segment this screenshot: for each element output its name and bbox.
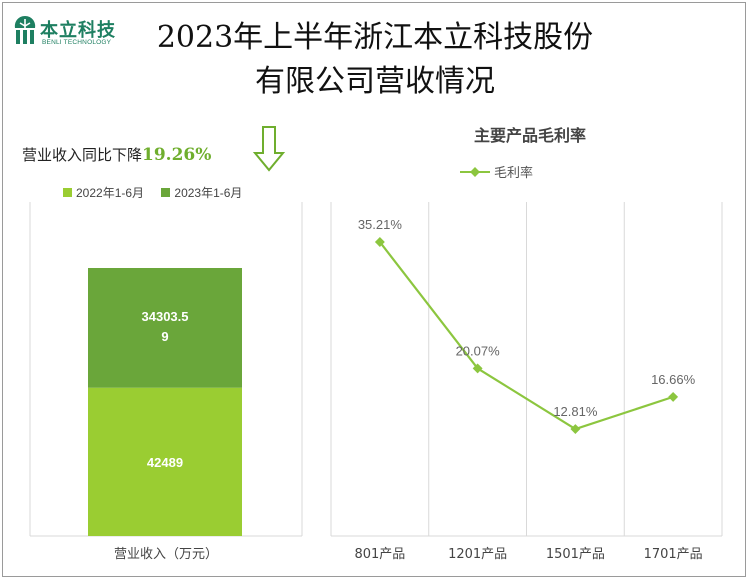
line-tick-label-2: 1501产品 [546, 547, 605, 562]
margin-point-0 [374, 237, 385, 247]
bar-segment-2022 [88, 387, 242, 536]
margin-label-1: 20.07% [456, 343, 501, 358]
bar-segment-2023 [88, 268, 242, 388]
margin-label-2: 12.81% [553, 404, 598, 419]
line-tick-label-0: 801产品 [354, 547, 405, 562]
logo-name: 本立科技 [40, 20, 116, 41]
main-title-line1: 2023年上半年浙江本立科技股份 [156, 20, 594, 55]
decline-percent: 19.26% [142, 145, 212, 165]
line-tick-label-1: 1201产品 [448, 547, 507, 562]
bar-label-2023-line1: 34303.5 [142, 309, 189, 324]
margin-point-2 [570, 424, 581, 434]
logo-subtitle: BENLI TECHNOLOGY [42, 39, 112, 46]
legend-swatch-2023 [161, 188, 171, 197]
company-logo: 本立科技 BENLI TECHNOLOGY [12, 12, 115, 52]
legend-swatch-2022 [63, 188, 72, 197]
line-legend-label: 毛利率 [494, 166, 534, 181]
revenue-decline-note: 营业收入同比下降19.26% [22, 144, 211, 165]
margin-point-1 [472, 363, 483, 374]
line-legend: 毛利率 [460, 162, 533, 181]
decline-text: 营业收入同比下降 [22, 146, 143, 164]
margin-series-line [379, 241, 674, 431]
bar-label-2022: 42489 [147, 455, 183, 470]
main-title: 2023年上半年浙江本立科技股份 有限公司营收情况 [95, 16, 655, 104]
legend-item-2022: 2022年1-6月 [63, 184, 144, 201]
logo-tree-icon [14, 16, 36, 44]
bar-category-label: 营业收入（万元） [114, 547, 218, 562]
legend-label-2023: 2023年1-6月 [174, 186, 243, 200]
margin-label-3: 16.66% [651, 372, 696, 387]
margin-point-3 [668, 391, 679, 402]
bar-label-2023-line2: 9 [161, 329, 168, 344]
legend-item-2023: 2023年1-6月 [161, 184, 242, 201]
main-title-line2: 有限公司营收情况 [255, 64, 495, 99]
line-tick-label-3: 1701产品 [644, 547, 703, 562]
line-chart-title: 主要产品毛利率 [473, 126, 586, 145]
bar-legend: 2022年1-6月 2023年1-6月 [63, 184, 256, 201]
margin-label-0: 35.21% [358, 217, 403, 232]
down-arrow-icon [252, 126, 286, 172]
legend-label-2022: 2022年1-6月 [76, 186, 145, 200]
legend-line-marker-icon [460, 166, 490, 177]
